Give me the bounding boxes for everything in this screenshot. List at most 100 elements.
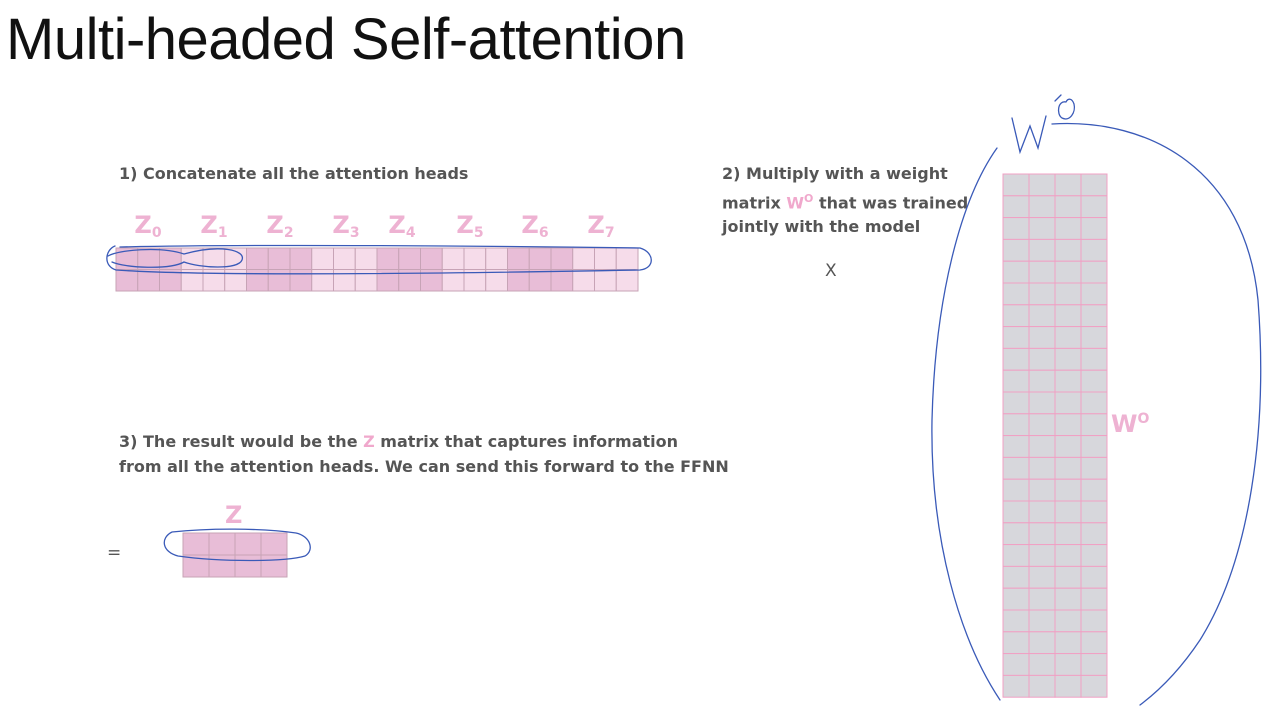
- weight-cell: [1054, 609, 1082, 633]
- weight-cell: [1002, 238, 1030, 262]
- ink-tick-mark: [1054, 94, 1062, 102]
- weight-cell: [1054, 544, 1082, 567]
- concat-cell: [376, 269, 400, 292]
- weight-cell: [1002, 173, 1030, 197]
- weight-cell: [1028, 282, 1056, 306]
- concat-cell: [311, 269, 334, 292]
- weight-cell: [1080, 456, 1108, 480]
- weight-cell: [1080, 674, 1108, 698]
- weight-cell: [1080, 565, 1108, 589]
- weight-cell: [1080, 369, 1108, 393]
- weight-cell: [1002, 369, 1030, 393]
- ink-concat-loop: [106, 244, 652, 275]
- weight-cell: [1002, 435, 1030, 458]
- weight-cell: [1028, 587, 1056, 611]
- weight-cell: [1002, 217, 1030, 240]
- weight-cell: [1080, 478, 1108, 502]
- weight-cell: [1054, 326, 1082, 349]
- weight-cell: [1080, 195, 1108, 219]
- weight-cell: [1054, 435, 1082, 458]
- weight-cell: [1080, 609, 1108, 633]
- weight-cell: [1028, 238, 1056, 262]
- concat-cell: [137, 269, 160, 292]
- concat-cell: [289, 269, 313, 292]
- concat-cell: [333, 269, 356, 292]
- weight-cell: [1028, 565, 1056, 589]
- ink-weight-matrix-circle: [931, 122, 1262, 706]
- concat-cell: [267, 269, 291, 292]
- concat-cell: [333, 247, 356, 270]
- weight-cell: [1028, 217, 1056, 240]
- concat-cell: [615, 247, 639, 270]
- weight-cell: [1028, 326, 1056, 349]
- result-cell: [260, 554, 288, 578]
- ink-w-letter: [1011, 115, 1047, 155]
- weight-cell: [1028, 674, 1056, 698]
- weight-cell: [1080, 413, 1108, 437]
- result-cell: [182, 532, 210, 556]
- weight-cell: [1080, 173, 1108, 197]
- concat-cell: [594, 269, 617, 292]
- head-label-z7: Z7: [587, 211, 615, 241]
- head-label-z4: Z4: [388, 211, 416, 241]
- result-matrix-label: Z: [225, 501, 243, 529]
- weight-cell: [1002, 609, 1030, 633]
- head-label-z6: Z6: [521, 211, 549, 241]
- step1-text: 1) Concatenate all the attention heads: [119, 164, 469, 183]
- weight-cell: [1054, 304, 1082, 328]
- weight-cell: [1028, 173, 1056, 197]
- weight-cell: [1080, 238, 1108, 262]
- concat-cell: [463, 247, 487, 270]
- weight-cell: [1054, 500, 1082, 524]
- result-cell: [234, 532, 262, 556]
- step2-line2: matrix WO that was trained: [722, 191, 969, 212]
- page-title: Multi-headed Self-attention: [6, 7, 686, 72]
- weight-cell: [1054, 282, 1082, 306]
- concat-cell: [398, 247, 421, 270]
- step3-line2: from all the attention heads. We can sen…: [119, 456, 729, 476]
- weight-cell: [1028, 478, 1056, 502]
- weight-cell: [1002, 347, 1030, 371]
- weight-cell: [1028, 347, 1056, 371]
- ink-superscript-o: [1057, 98, 1076, 120]
- weight-matrix-label: WO: [1111, 410, 1150, 438]
- concat-cell: [246, 269, 269, 292]
- concat-cell: [354, 269, 378, 292]
- weight-cell: [1028, 304, 1056, 328]
- concat-cell: [528, 269, 552, 292]
- weight-cell: [1080, 391, 1108, 415]
- weight-cell: [1080, 544, 1108, 567]
- concat-cell: [420, 247, 443, 270]
- weight-cell: [1002, 631, 1030, 655]
- weight-cell: [1002, 653, 1030, 676]
- concat-cell: [507, 247, 530, 270]
- weight-cell: [1054, 347, 1082, 371]
- concat-cell: [376, 247, 400, 270]
- multiply-operator: X: [825, 261, 837, 281]
- result-cell: [208, 554, 236, 578]
- weight-cell: [1054, 587, 1082, 611]
- concat-cell: [572, 247, 595, 270]
- result-cell: [234, 554, 262, 578]
- weight-cell: [1054, 260, 1082, 284]
- weight-cell: [1054, 238, 1082, 262]
- weight-cell: [1028, 369, 1056, 393]
- weight-cell: [1002, 565, 1030, 589]
- weight-cell: [1054, 674, 1082, 698]
- concat-cell: [550, 269, 574, 292]
- weight-cell: [1080, 435, 1108, 458]
- concat-cell: [137, 247, 160, 270]
- weight-cell: [1028, 653, 1056, 676]
- weight-cell: [1028, 195, 1056, 219]
- result-cell: [208, 532, 236, 556]
- concat-cell: [572, 269, 595, 292]
- weight-cell: [1080, 653, 1108, 676]
- weight-cell: [1028, 500, 1056, 524]
- weight-cell: [1002, 587, 1030, 611]
- weight-cell: [1054, 195, 1082, 219]
- weight-cell: [1028, 609, 1056, 633]
- weight-cell: [1080, 326, 1108, 349]
- concat-cell: [289, 247, 313, 270]
- weight-cell: [1054, 631, 1082, 655]
